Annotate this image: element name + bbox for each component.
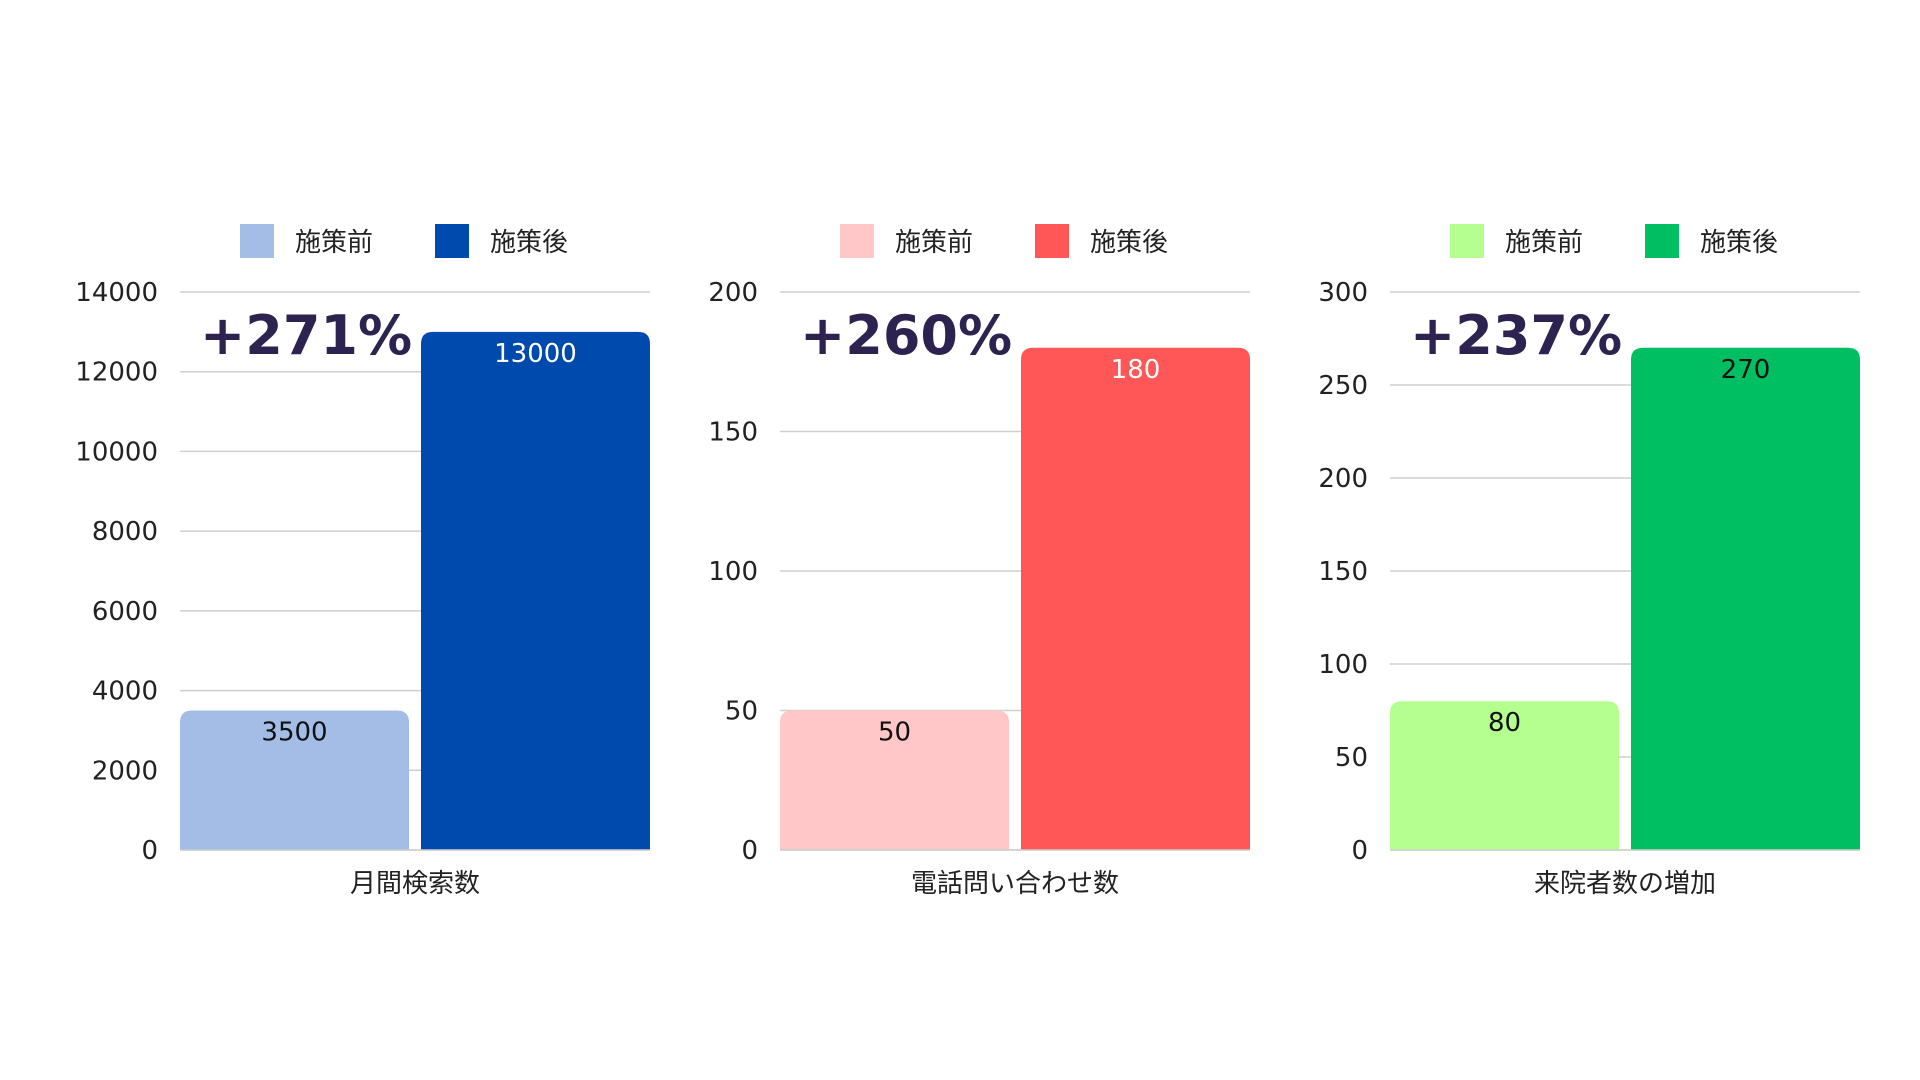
- y-tick-label: 250: [1318, 371, 1368, 401]
- legend-label: 施策後: [490, 228, 568, 258]
- y-tick-label: 200: [708, 278, 758, 308]
- change-label: +260%: [800, 304, 1012, 367]
- y-tick-label: 0: [741, 836, 758, 866]
- y-tick-label: 4000: [92, 677, 158, 707]
- data-label: 180: [1111, 355, 1161, 385]
- bar-after: [421, 331, 650, 850]
- legend-swatch: [435, 224, 469, 258]
- bar-before: [1390, 701, 1619, 850]
- y-tick-label: 50: [725, 697, 758, 727]
- y-tick-label: 2000: [92, 756, 158, 786]
- data-label: 50: [878, 718, 911, 748]
- y-tick-label: 50: [1335, 743, 1368, 773]
- y-tick-label: 100: [1318, 650, 1368, 680]
- data-label: 80: [1488, 708, 1521, 738]
- legend-label: 施策後: [1090, 228, 1168, 258]
- bar-after: [1021, 347, 1250, 850]
- legend-swatch: [1035, 224, 1069, 258]
- y-tick-label: 0: [1351, 836, 1368, 866]
- legend-swatch: [240, 224, 274, 258]
- y-tick-label: 150: [708, 418, 758, 448]
- bar-before: [780, 710, 1009, 850]
- y-tick-label: 200: [1318, 464, 1368, 494]
- y-tick-label: 8000: [92, 517, 158, 547]
- chart-panel-phone-inquiries: 0 50 100 150 200 50 180 +260% 電話問い合わせ数 施策前 施策後: [660, 0, 1260, 1080]
- y-tick-label: 0: [141, 836, 158, 866]
- data-label: 3500: [261, 718, 327, 748]
- legend-swatch: [1645, 224, 1679, 258]
- bar-after: [1631, 347, 1860, 850]
- y-tick-label: 14000: [75, 278, 158, 308]
- legend-swatch: [840, 224, 874, 258]
- legend-swatch: [1450, 224, 1484, 258]
- legend-label: 施策前: [895, 228, 973, 258]
- chart-svg: 0 2000 4000 6000 8000 10000 12000 14000 3500 1300…: [75, 224, 650, 899]
- bar-before: [180, 710, 409, 850]
- data-label: 270: [1721, 355, 1771, 385]
- legend-label: 施策前: [1505, 228, 1583, 258]
- y-tick-label: 10000: [75, 437, 158, 467]
- legend-label: 施策後: [1700, 228, 1778, 258]
- change-label: +271%: [200, 304, 412, 367]
- x-category-label: 電話問い合わせ数: [911, 869, 1119, 899]
- y-tick-label: 6000: [92, 597, 158, 627]
- y-tick-label: 100: [708, 557, 758, 587]
- y-tick-label: 150: [1318, 557, 1368, 587]
- y-tick-label: 12000: [75, 358, 158, 388]
- chart-svg: 0 50 100 150 200 250 300 80 270 +237% 来院者数の増加 施策前 施策…: [1318, 224, 1860, 899]
- chart-panel-monthly-searches: 0 2000 4000 6000 8000 10000 12000 14000 3500 1300…: [60, 0, 660, 1080]
- chart-panel-patient-visits: 0 50 100 150 200 250 300 80 270 +237% 来院者数の増加 施策前 施策…: [1270, 0, 1870, 1080]
- x-category-label: 来院者数の増加: [1534, 869, 1716, 899]
- change-label: +237%: [1410, 304, 1622, 367]
- x-category-label: 月間検索数: [350, 869, 480, 899]
- data-label: 13000: [494, 339, 577, 369]
- y-tick-label: 300: [1318, 278, 1368, 308]
- legend-label: 施策前: [295, 228, 373, 258]
- chart-svg: 0 50 100 150 200 50 180 +260% 電話問い合わせ数 施策前 施策後: [708, 224, 1250, 899]
